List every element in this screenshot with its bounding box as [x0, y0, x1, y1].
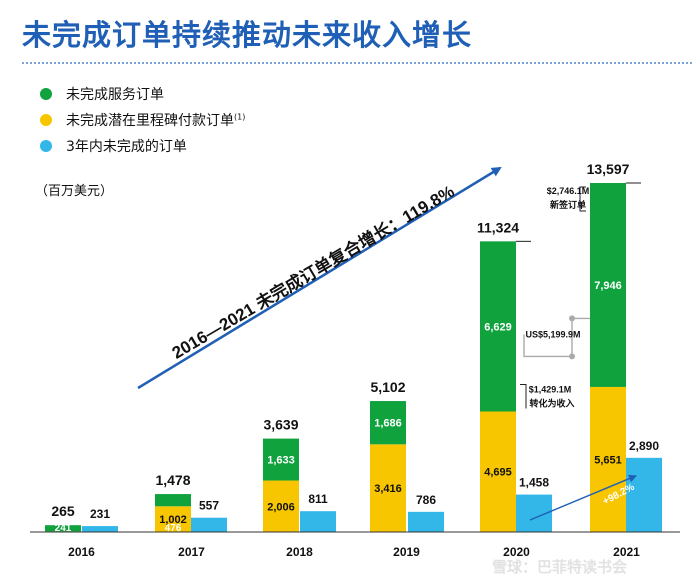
bar-service-2019	[370, 401, 406, 445]
x-tick-2018: 2018	[286, 545, 313, 559]
milestone-label-2019: 3,416	[374, 483, 402, 495]
legend-swatch-yellow	[40, 114, 52, 126]
x-tick-2019: 2019	[393, 545, 420, 559]
total-label-2021: 13,597	[587, 161, 630, 177]
legend-swatch-blue	[40, 140, 52, 152]
bar-3yr-2018	[300, 511, 336, 532]
bar-service-2020	[480, 241, 516, 412]
threeyr-label-2021: 2,890	[629, 439, 659, 453]
service-label-2020: 6,629	[484, 321, 512, 333]
backlog-connector	[546, 317, 590, 358]
threeyr-label-2018: 811	[308, 492, 328, 506]
bar-service-2021	[590, 183, 626, 387]
new-orders-amount: $2,746.1M	[547, 186, 590, 196]
converted-bracket	[520, 383, 527, 409]
service-label-2017: 476	[165, 523, 182, 534]
bar-milestone-2020	[480, 411, 516, 532]
title-divider	[22, 62, 692, 64]
bar-3yr-2021	[626, 457, 662, 532]
legend-label: 3年内未完成的订单	[66, 139, 187, 155]
milestone-label-2020: 4,695	[484, 467, 512, 479]
total-label-2018: 3,639	[263, 417, 298, 433]
threeyr-label-2020: 1,458	[519, 476, 549, 490]
x-tick-2017: 2017	[178, 545, 205, 559]
legend-swatch-green	[40, 88, 52, 100]
legend-label: 未完成服务订单	[66, 87, 164, 103]
bar-3yr-2019	[408, 511, 444, 532]
x-tick-2016: 2016	[68, 545, 95, 559]
total-label-2016: 265	[51, 503, 75, 519]
cagr-label: 2016—2021 未完成订单复合增长：119.8%	[168, 181, 457, 363]
milestone-label-2017: 1,002	[159, 514, 187, 526]
connector-dot	[569, 353, 575, 360]
bar-milestone-2018	[263, 480, 299, 532]
watermark: 雪球：巴菲特读书会	[492, 558, 628, 576]
bar-service-2016	[45, 525, 81, 532]
threeyr-label-2019: 786	[416, 493, 436, 507]
growth-arrow	[529, 474, 637, 521]
bar-milestone-2021	[590, 386, 626, 532]
threeyr-label-2017: 557	[199, 499, 219, 513]
bar-milestone-2019	[370, 444, 406, 532]
milestone-label-2021: 5,651	[594, 454, 622, 466]
backlog-amount: US$5,199.9M	[525, 329, 580, 339]
page-title: 未完成订单持续推动未来收入增长	[22, 18, 473, 52]
bar-milestone-2017	[155, 506, 191, 532]
service-label-2021: 7,946	[594, 280, 622, 292]
cagr-arrow	[137, 166, 502, 390]
x-tick-2020: 2020	[503, 545, 530, 559]
backlog-connector	[523, 334, 546, 358]
total-label-2019: 5,102	[370, 379, 405, 395]
bar-3yr-2017	[191, 517, 227, 532]
service-label-2019: 1,686	[374, 418, 402, 430]
milestone-label-2018: 2,006	[267, 501, 295, 513]
total-label-2017: 1,478	[155, 472, 190, 488]
unit-label: （百万美元）	[35, 184, 114, 199]
converted-amount: $1,429.1M	[529, 384, 572, 394]
bar-service-2017	[155, 494, 191, 507]
total-label-2020: 11,324	[477, 219, 519, 235]
converted-label: 转化为收入	[529, 397, 574, 408]
new-orders-label: 新签订单	[550, 199, 586, 210]
service-label-2016: 241	[55, 523, 72, 534]
threeyr-label-2016: 231	[90, 507, 110, 521]
connector-dot	[569, 315, 575, 322]
service-label-2018: 1,633	[267, 455, 295, 467]
legend-footnote: (1)	[234, 112, 246, 122]
new-orders-bracket	[579, 186, 586, 212]
x-tick-2021: 2021	[613, 545, 640, 559]
bar-3yr-2016	[82, 526, 118, 532]
legend-label: 未完成潜在里程碑付款订单	[66, 113, 234, 129]
bar-service-2018	[263, 438, 299, 481]
